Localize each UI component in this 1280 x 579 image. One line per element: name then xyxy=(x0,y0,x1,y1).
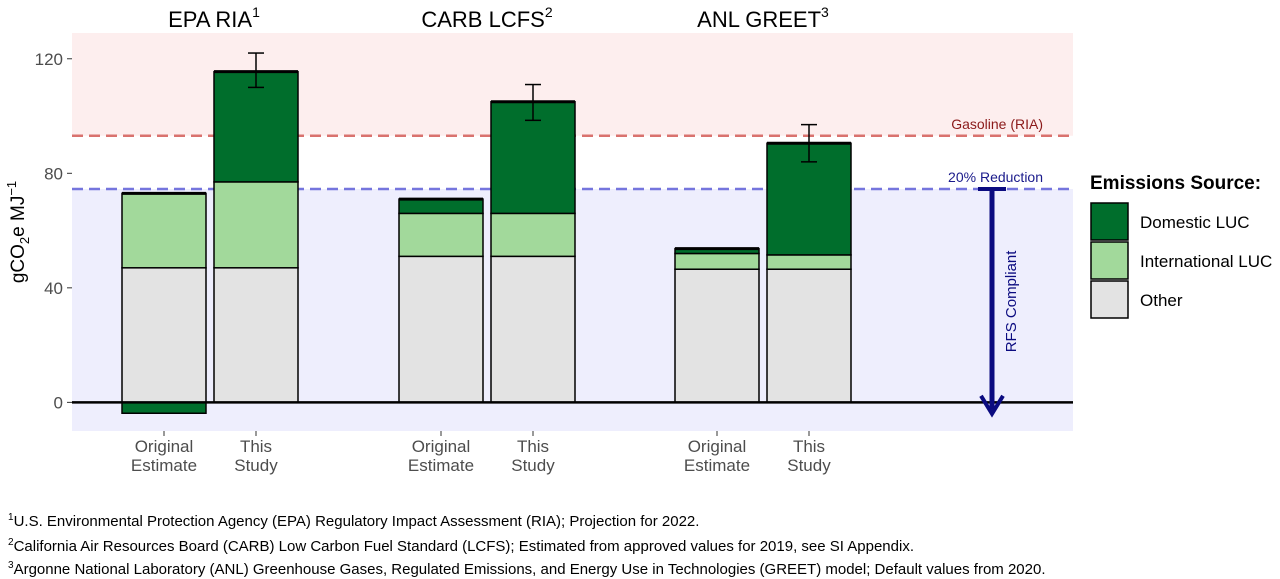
bar-stack-5 xyxy=(766,123,852,404)
bar-stack-2 xyxy=(398,197,484,404)
bar-stack-0 xyxy=(121,191,207,414)
compliance-arrow-label: RFS Compliant xyxy=(1003,250,1020,353)
bar-segment-other-5 xyxy=(766,268,852,404)
bar-segment-international-1 xyxy=(213,181,299,269)
reference-label-1: 20% Reduction xyxy=(948,169,1043,185)
y-axis-label-main: gCO xyxy=(8,244,29,283)
bar-segment-international-4 xyxy=(674,252,760,270)
bar-segment-other-0 xyxy=(121,267,207,404)
bar-segment-international-0 xyxy=(121,192,207,269)
x-label-line1-0: Original xyxy=(135,437,194,456)
y-tick-label-0: 0 xyxy=(54,393,63,412)
bar-segment-domestic-2 xyxy=(398,198,484,215)
footnote-1-marker: 1 xyxy=(8,512,14,523)
x-label-line2-1: Study xyxy=(234,456,278,475)
group-title-sup-0: 1 xyxy=(252,4,260,20)
group-title-0: EPA RIA1 xyxy=(168,4,260,32)
y-axis-label-sup: −1 xyxy=(4,181,19,196)
y-axis-label: gCO2e MJ−1 xyxy=(4,181,32,283)
emissions-chart: Gasoline (RIA)20% Reduction04080120gCO2e… xyxy=(4,4,1272,475)
footnote-3-marker: 3 xyxy=(8,560,14,571)
x-label-line2-2: Estimate xyxy=(408,456,474,475)
x-label-line2-5: Study xyxy=(787,456,831,475)
y-tick-label-3: 120 xyxy=(35,50,63,69)
x-label-line1-5: This xyxy=(793,437,825,456)
y-tick-label-2: 80 xyxy=(44,164,63,183)
bar-stack-3 xyxy=(490,83,576,404)
legend-title: Emissions Source: xyxy=(1090,173,1261,194)
bar-segment-other-2 xyxy=(398,255,484,404)
x-label-line1-1: This xyxy=(240,437,272,456)
bar-segment-other-4 xyxy=(674,268,760,404)
footnote-3-text: Argonne National Laboratory (ANL) Greenh… xyxy=(13,561,1046,578)
y-axis-label-sub: 2 xyxy=(17,237,32,244)
bar-segment-other-1 xyxy=(213,267,299,404)
legend-label-1: International LUC xyxy=(1140,252,1272,271)
footnote-2-text: California Air Resources Board (CARB) Lo… xyxy=(13,538,914,555)
legend-label-0: Domestic LUC xyxy=(1140,213,1250,232)
bar-segment-international-5 xyxy=(766,254,852,270)
group-title-1: CARB LCFS2 xyxy=(421,4,552,32)
legend-label-2: Other xyxy=(1140,291,1183,310)
legend-swatch-0 xyxy=(1090,202,1129,241)
footnote-2-marker: 2 xyxy=(8,537,14,548)
x-label-line2-3: Study xyxy=(511,456,555,475)
group-title-text-0: EPA RIA xyxy=(168,7,252,32)
bar-segment-domestic-1 xyxy=(213,70,299,183)
group-title-sup-1: 2 xyxy=(545,4,553,20)
x-label-line1-2: Original xyxy=(412,437,471,456)
reference-label-0: Gasoline (RIA) xyxy=(951,116,1043,132)
footnote-3: 3Argonne National Laboratory (ANL) Green… xyxy=(8,560,1046,578)
x-label-line2-0: Estimate xyxy=(131,456,197,475)
footnote-2: 2California Air Resources Board (CARB) L… xyxy=(8,537,914,555)
bar-segment-international-3 xyxy=(490,212,576,258)
compliance-arrow-head xyxy=(979,394,1005,418)
x-label-line2-4: Estimate xyxy=(684,456,750,475)
legend-swatch-1 xyxy=(1090,241,1129,280)
footnote-1: 1U.S. Environmental Protection Agency (E… xyxy=(8,512,699,530)
bar-segment-domestic-0 xyxy=(121,401,207,414)
y-tick-label-1: 40 xyxy=(44,279,63,298)
group-title-sup-2: 3 xyxy=(821,4,829,20)
legend-swatch-2 xyxy=(1090,280,1129,319)
bar-segment-international-2 xyxy=(398,212,484,258)
bar-stack-4 xyxy=(674,247,760,404)
x-label-line1-4: Original xyxy=(688,437,747,456)
bar-segment-other-3 xyxy=(490,255,576,404)
footnote-1-text: U.S. Environmental Protection Agency (EP… xyxy=(13,513,700,530)
group-title-2: ANL GREET3 xyxy=(697,4,829,32)
x-label-line1-3: This xyxy=(517,437,549,456)
group-title-text-2: ANL GREET xyxy=(697,7,821,32)
y-axis-label-mid: e MJ xyxy=(8,196,29,237)
group-title-text-1: CARB LCFS xyxy=(421,7,544,32)
bar-stack-1 xyxy=(213,52,299,404)
